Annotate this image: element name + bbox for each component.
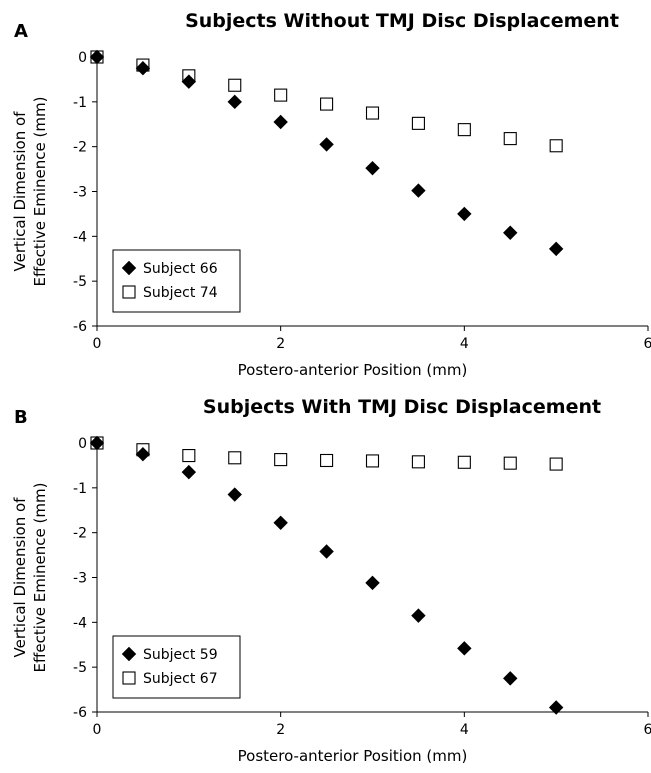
y-tick-label: -4 (73, 229, 87, 245)
data-point (274, 453, 288, 467)
y-tick-label: -5 (73, 660, 87, 676)
y-axis-label-line: Effective Eminence (mm) (31, 97, 49, 287)
data-point (503, 671, 518, 686)
data-point (227, 94, 242, 110)
y-tick-label: -3 (73, 185, 87, 201)
legend-label: Subject 67 (143, 671, 218, 687)
data-point (227, 487, 242, 502)
x-tick-label: 2 (276, 336, 285, 352)
y-tick-label: -3 (73, 571, 87, 587)
y-tick-label: -6 (73, 319, 87, 335)
x-tick-label: 0 (93, 722, 102, 738)
data-point (182, 449, 196, 463)
x-tick-label: 6 (644, 722, 651, 738)
chart-title: Subjects Without TMJ Disc Displacement (185, 10, 619, 32)
panel-letter: B (14, 407, 28, 428)
data-point (411, 183, 426, 198)
data-point (503, 132, 517, 146)
y-tick-label: -2 (73, 526, 87, 542)
y-axis-label-line: Vertical Dimension of (11, 497, 29, 658)
panel-letter: A (14, 21, 28, 42)
data-point (135, 61, 151, 76)
data-point (89, 49, 105, 65)
data-point (319, 544, 334, 559)
legend-label: Subject 59 (143, 647, 218, 663)
y-tick-label: 0 (78, 50, 87, 66)
chart-panel-b: B Subjects With TMJ Disc Displacement 0 -1 -… (0, 386, 651, 772)
legend-label: Subject 74 (143, 285, 218, 301)
x-axis-label: Postero-anterior Position (mm) (238, 747, 468, 765)
y-axis-label-line: Effective Eminence (mm) (31, 483, 49, 673)
data-point (503, 225, 518, 240)
data-point (365, 575, 380, 591)
legend-box (112, 249, 241, 313)
y-tick-label: -4 (73, 615, 87, 631)
data-point (181, 74, 197, 89)
data-point (274, 88, 288, 102)
data-point (548, 241, 564, 257)
legend-marker (121, 260, 137, 276)
x-tick-label: 6 (644, 336, 651, 352)
legend: Subject 59 Subject 67 (112, 635, 241, 699)
y-tick-label: -1 (73, 95, 87, 111)
legend-marker (122, 285, 136, 299)
data-point (411, 116, 425, 130)
legend: Subject 66 Subject 74 (112, 249, 241, 313)
data-point (365, 454, 380, 468)
data-point (457, 641, 472, 656)
legend-box (112, 635, 241, 699)
data-point (89, 435, 105, 451)
series-subject-66 (89, 49, 564, 257)
data-point (320, 453, 334, 468)
chart-title: Subjects With TMJ Disc Displacement (203, 396, 601, 418)
data-point (503, 456, 517, 470)
x-tick-label: 4 (460, 722, 469, 738)
x-tick-label: 4 (460, 336, 469, 352)
legend-marker (122, 671, 136, 685)
data-point (228, 78, 242, 92)
y-tick-label: -1 (73, 481, 87, 497)
data-point (411, 455, 425, 469)
y-tick-label: -5 (73, 274, 87, 290)
chart-a-svg: A Subjects Without TMJ Disc Displacement 0… (11, 10, 651, 379)
series-subject-67 (90, 436, 563, 471)
legend-label: Subject 66 (143, 261, 218, 277)
y-tick-label: -6 (73, 705, 87, 721)
data-point (457, 455, 471, 469)
legend-marker (121, 646, 137, 662)
data-point (549, 139, 563, 153)
series-subject-59 (89, 435, 564, 715)
data-point (228, 451, 242, 465)
chart-panel-a: A Subjects Without TMJ Disc Displacement 0… (0, 0, 651, 386)
data-point (320, 97, 334, 111)
series-subject-74 (90, 50, 563, 153)
y-axis-label-line: Vertical Dimension of (11, 111, 29, 272)
data-point (548, 700, 564, 715)
data-point (457, 123, 471, 137)
y-tick-label: 0 (78, 436, 87, 452)
data-point (273, 114, 288, 130)
chart-b-svg: B Subjects With TMJ Disc Displacement 0 -1 -… (11, 396, 651, 765)
data-point (135, 447, 151, 462)
x-tick-label: 0 (93, 336, 102, 352)
x-axis-label: Postero-anterior Position (mm) (238, 361, 468, 379)
data-point (411, 608, 426, 623)
data-point (319, 137, 334, 152)
data-point (549, 457, 563, 471)
x-tick-label: 2 (276, 722, 285, 738)
data-point (365, 160, 380, 176)
data-point (457, 206, 472, 222)
data-point (273, 515, 288, 531)
data-point (181, 464, 197, 480)
y-tick-label: -2 (73, 140, 87, 156)
data-point (365, 106, 380, 120)
